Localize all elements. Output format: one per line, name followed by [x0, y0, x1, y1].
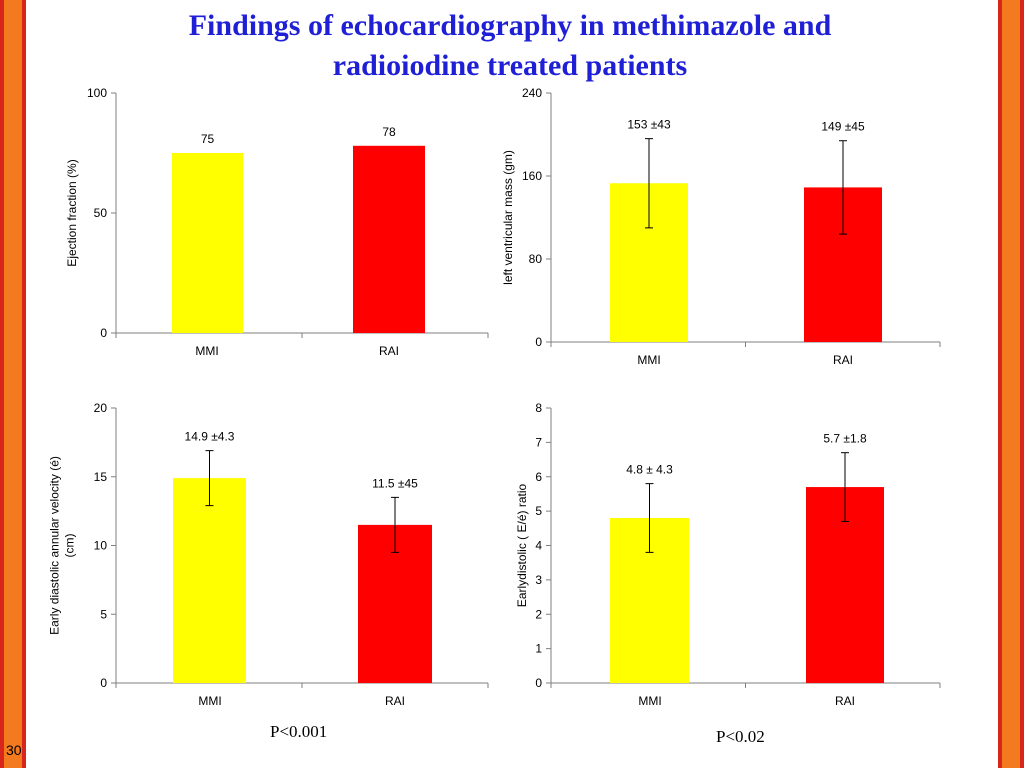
left-border [0, 0, 30, 768]
y-axis-label: Earlydistolic ( E/é) ratio [515, 483, 529, 607]
y-axis-label-line: Earlydistolic ( E/é) ratio [515, 483, 529, 607]
y-tick-label: 50 [94, 206, 108, 220]
y-tick-label: 4 [535, 539, 542, 553]
y-tick-label: 0 [535, 335, 542, 349]
x-tick-label: RAI [833, 353, 853, 367]
p-value-right: P<0.02 [716, 727, 765, 746]
y-axis-label: Ejection fraction (%) [65, 159, 79, 266]
bar-mmi [172, 153, 243, 333]
slide-title-line-2: radioiodine treated patients [332, 49, 688, 82]
y-tick-label: 10 [94, 539, 108, 553]
y-axis-label-line: left ventricular mass (gm) [501, 150, 515, 285]
y-tick-label: 1 [535, 642, 542, 656]
x-tick-label: RAI [379, 344, 399, 358]
y-axis-label: Early diastolic annular velocity (é) (cm) [48, 456, 77, 635]
x-tick-label: MMI [638, 694, 661, 708]
y-tick-label: 240 [522, 86, 542, 100]
data-label: 75 [201, 132, 215, 146]
y-tick-label: 80 [529, 252, 543, 266]
y-tick-label: 15 [94, 470, 108, 484]
x-tick-label: MMI [195, 344, 218, 358]
slide-title: Findings of echocardiography in methimaz… [110, 6, 910, 86]
y-tick-label: 0 [535, 676, 542, 690]
y-tick-label: 3 [535, 573, 542, 587]
data-label: 149 ±45 [821, 120, 865, 134]
y-tick-label: 7 [535, 435, 542, 449]
y-axis-label-line: Early diastolic annular velocity (é) [48, 456, 62, 635]
y-tick-label: 5 [100, 607, 107, 621]
y-tick-label: 160 [522, 169, 542, 183]
y-axis-label-line: Ejection fraction (%) [65, 159, 79, 266]
y-tick-label: 0 [100, 326, 107, 340]
slide-number: 30 [6, 742, 22, 758]
x-tick-label: RAI [835, 694, 855, 708]
y-tick-label: 0 [100, 676, 107, 690]
data-label: 153 ±43 [627, 118, 671, 132]
y-axis-label-line: (cm) [63, 534, 77, 558]
bar-rai [353, 145, 425, 333]
y-tick-label: 2 [535, 607, 542, 621]
y-tick-label: 8 [535, 401, 542, 415]
y-tick-label: 6 [535, 470, 542, 484]
right-border [994, 0, 1024, 768]
p-value-left: P<0.001 [270, 722, 328, 741]
x-tick-label: RAI [385, 694, 405, 708]
data-label: 14.9 ±4.3 [185, 430, 235, 444]
y-tick-label: 100 [87, 86, 107, 100]
y-tick-label: 20 [94, 401, 108, 415]
bar-mmi [173, 478, 246, 683]
data-label: 78 [382, 125, 396, 139]
slide-title-line-1: Findings of echocardiography in methimaz… [188, 9, 832, 42]
x-tick-label: MMI [198, 694, 221, 708]
data-label: 11.5 ±45 [372, 476, 418, 490]
x-tick-label: MMI [637, 353, 660, 367]
data-label: 4.8 ± 4.3 [626, 463, 673, 477]
y-tick-label: 5 [535, 504, 542, 518]
data-label: 5.7 ±1.8 [823, 432, 867, 446]
y-axis-label: left ventricular mass (gm) [501, 150, 515, 285]
